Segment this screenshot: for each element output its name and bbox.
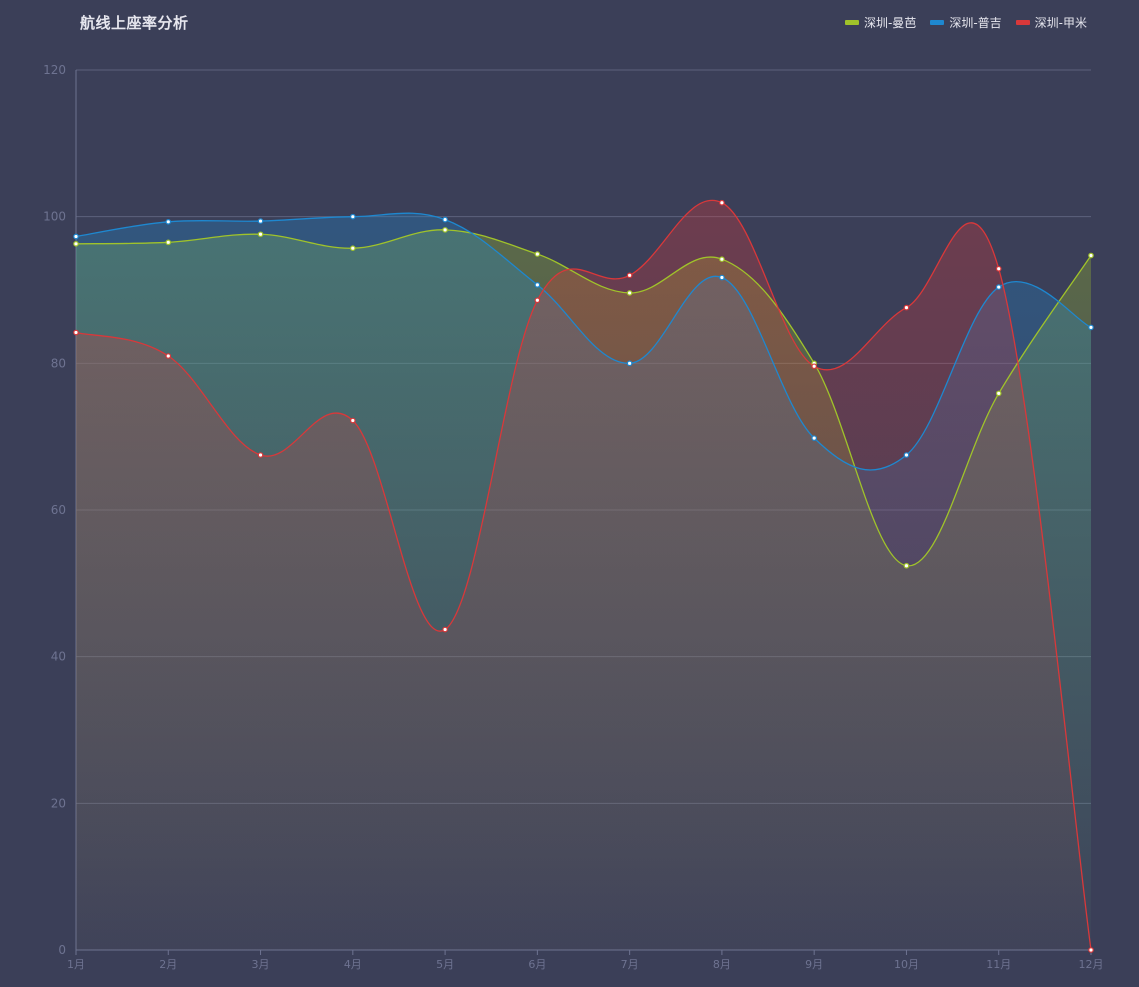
x-tick-label: 4月: [344, 958, 362, 971]
point-series-0-1[interactable]: [165, 239, 172, 246]
point-series-1-4[interactable]: [442, 216, 448, 223]
point-series-2-1[interactable]: [165, 353, 172, 359]
x-tick-label: 12月: [1079, 958, 1104, 971]
point-series-1-10[interactable]: [995, 284, 1002, 290]
legend-swatch-series-2: [1015, 20, 1030, 25]
series-points: [73, 199, 1094, 953]
point-series-0-9[interactable]: [903, 562, 910, 569]
point-series-2-7[interactable]: [719, 199, 725, 206]
x-tick-label: 1月: [67, 958, 85, 971]
point-series-2-3[interactable]: [350, 417, 356, 424]
point-series-2-9[interactable]: [903, 304, 910, 311]
point-series-0-10[interactable]: [995, 390, 1002, 397]
y-tick-label: 0: [58, 943, 66, 957]
area-series-2: [76, 200, 1091, 951]
x-tick-label: 6月: [528, 958, 546, 971]
point-series-0-7[interactable]: [719, 256, 725, 263]
point-series-0-6[interactable]: [626, 290, 633, 296]
legend-label-series-1: 深圳-普吉: [949, 16, 1002, 30]
point-series-1-3[interactable]: [350, 213, 356, 220]
y-tick-label: 40: [51, 650, 66, 664]
x-tick-label: 2月: [159, 958, 177, 971]
point-series-2-5[interactable]: [534, 297, 541, 304]
point-series-1-8[interactable]: [811, 435, 817, 441]
legend: 深圳-曼芭 深圳-普吉 深圳-甲米: [844, 14, 1087, 31]
point-series-2-10[interactable]: [995, 265, 1002, 272]
legend-item-series-2[interactable]: 深圳-甲米: [1015, 14, 1087, 31]
legend-swatch-series-0: [844, 20, 859, 25]
point-series-1-7[interactable]: [719, 274, 725, 281]
y-tick-label: 120: [43, 63, 66, 77]
chart-title: 航线上座率分析: [80, 14, 189, 32]
point-series-1-1[interactable]: [165, 219, 172, 225]
point-series-1-11[interactable]: [1088, 324, 1094, 331]
point-series-1-9[interactable]: [903, 452, 910, 458]
point-series-2-4[interactable]: [442, 626, 448, 633]
point-series-0-11[interactable]: [1088, 252, 1094, 259]
x-tick-label: 7月: [621, 958, 639, 971]
legend-label-series-2: 深圳-甲米: [1034, 16, 1087, 30]
point-series-2-6[interactable]: [626, 272, 633, 279]
x-tick-label: 11月: [986, 958, 1011, 971]
point-series-1-0[interactable]: [73, 233, 79, 240]
point-series-0-5[interactable]: [534, 251, 541, 257]
x-tick-label: 5月: [436, 958, 454, 971]
point-series-2-8[interactable]: [811, 363, 817, 370]
x-tick-label: 10月: [894, 958, 919, 971]
x-axis: 1月 2月 3月 4月 5月 6月 7月 8月 9月 10月 11月 12月: [67, 950, 1104, 971]
point-series-1-5[interactable]: [534, 282, 541, 288]
x-tick-label: 8月: [713, 958, 731, 971]
point-series-0-0[interactable]: [73, 241, 79, 247]
point-series-0-4[interactable]: [442, 227, 448, 233]
point-series-2-0[interactable]: [73, 329, 79, 336]
x-tick-label: 9月: [805, 958, 823, 971]
y-tick-label: 80: [51, 356, 66, 370]
line-series-0: [75, 229, 1092, 567]
legend-label-series-0: 深圳-曼芭: [863, 16, 917, 30]
series-areas: [76, 200, 1091, 951]
point-series-2-11[interactable]: [1088, 947, 1094, 953]
y-tick-label: 60: [51, 503, 66, 517]
x-tick-label: 3月: [252, 958, 270, 971]
line-series-2: [75, 199, 1092, 951]
point-series-1-2[interactable]: [257, 218, 264, 224]
legend-swatch-series-1: [930, 20, 945, 25]
point-series-0-2[interactable]: [257, 231, 264, 238]
point-series-2-2[interactable]: [257, 452, 264, 458]
point-series-0-3[interactable]: [350, 245, 356, 252]
y-tick-label: 100: [43, 210, 66, 224]
point-series-1-6[interactable]: [626, 360, 633, 367]
legend-item-series-0[interactable]: 深圳-曼芭: [844, 14, 917, 31]
legend-item-series-1[interactable]: 深圳-普吉: [930, 14, 1002, 31]
y-tick-label: 20: [51, 796, 66, 810]
